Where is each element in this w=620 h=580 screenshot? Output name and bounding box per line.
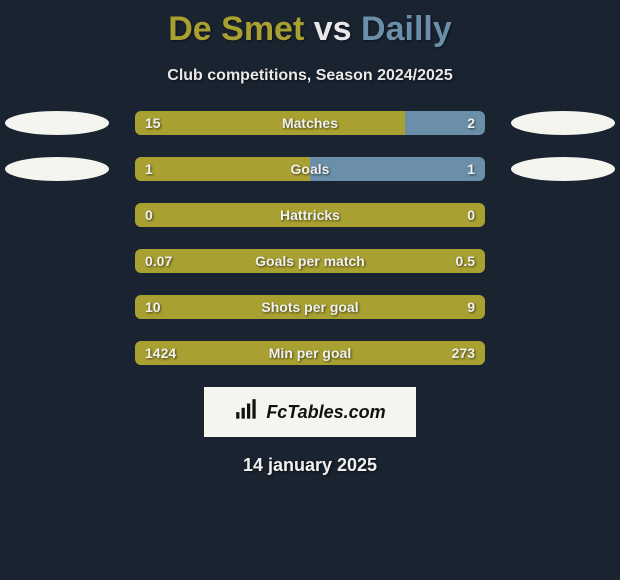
vs-text: vs [314, 10, 352, 48]
stat-row: 1424273Min per goal [0, 341, 620, 365]
stat-label: Shots per goal [135, 295, 485, 319]
player2-badge [511, 111, 615, 135]
subtitle: Club competitions, Season 2024/2025 [0, 67, 620, 85]
stat-row: 0.070.5Goals per match [0, 249, 620, 273]
stat-bar: 152Matches [135, 111, 485, 135]
player1-badge [5, 111, 109, 135]
player2-name: Dailly [361, 10, 452, 48]
stat-bar: 1424273Min per goal [135, 341, 485, 365]
stat-row: 11Goals [0, 157, 620, 181]
stat-label: Matches [135, 111, 485, 135]
player1-name: De Smet [168, 10, 304, 48]
watermark-text: FcTables.com [266, 402, 385, 423]
stat-label: Hattricks [135, 203, 485, 227]
stat-label: Goals per match [135, 249, 485, 273]
stat-bar: 11Goals [135, 157, 485, 181]
stat-bar: 0.070.5Goals per match [135, 249, 485, 273]
date-text: 14 january 2025 [0, 455, 620, 476]
stat-row: 152Matches [0, 111, 620, 135]
stat-row: 00Hattricks [0, 203, 620, 227]
player1-badge [5, 157, 109, 181]
stat-label: Goals [135, 157, 485, 181]
watermark: FcTables.com [204, 387, 416, 437]
stat-label: Min per goal [135, 341, 485, 365]
stats-container: 152Matches 11Goals 00Hattricks 0.070.5Goals… [0, 111, 620, 365]
stat-row: 109Shots per goal [0, 295, 620, 319]
comparison-title: De Smet vs Dailly [0, 0, 620, 49]
chart-icon [234, 397, 260, 428]
stat-bar: 109Shots per goal [135, 295, 485, 319]
stat-bar: 00Hattricks [135, 203, 485, 227]
player2-badge [511, 157, 615, 181]
